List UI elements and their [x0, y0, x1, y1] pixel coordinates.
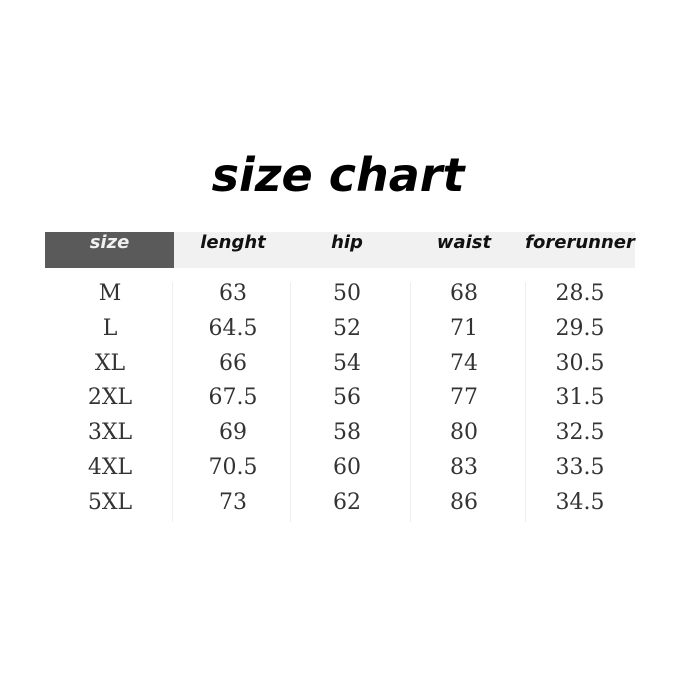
- table-cell: 4XL: [87, 455, 133, 480]
- table-cell: 68: [450, 281, 478, 306]
- table-cell: 77: [450, 385, 478, 411]
- table-cell: 66: [219, 350, 247, 376]
- table-cell: 70.5: [208, 455, 258, 480]
- table-cell: L: [102, 315, 118, 341]
- table-cell: 74: [450, 350, 478, 376]
- table-cell: 50: [333, 281, 361, 306]
- column-divider: [525, 282, 526, 522]
- table-cell: 54: [333, 350, 361, 376]
- column-header-hip: hip: [331, 232, 363, 253]
- column-divider: [410, 282, 411, 522]
- table-cell: 73: [219, 489, 247, 515]
- table-cell: M: [98, 281, 122, 306]
- table-cell: 3XL: [87, 420, 133, 446]
- table-cell: 64.5: [208, 315, 258, 341]
- table-cell: 58: [333, 420, 361, 446]
- table-cell: 52: [333, 315, 361, 341]
- page-title: size chart: [211, 148, 465, 202]
- table-cell: 83: [450, 455, 478, 480]
- table-cell: 34.5: [555, 489, 605, 515]
- table-cell: 86: [450, 489, 478, 515]
- table-cell: 67.5: [208, 385, 258, 411]
- column-header-forerunner: forerunner: [525, 232, 635, 253]
- table-cell: 63: [219, 281, 247, 306]
- table-cell: 29.5: [555, 315, 605, 341]
- table-cell: 60: [333, 455, 361, 480]
- column-divider: [290, 282, 291, 522]
- table-cell: 30.5: [555, 350, 605, 376]
- table-cell: 2XL: [87, 385, 133, 411]
- table-cell: 5XL: [87, 489, 133, 515]
- table-cell: 32.5: [555, 420, 605, 446]
- column-header-lenght: lenght: [200, 232, 266, 253]
- table-cell: 33.5: [555, 455, 605, 480]
- table-cell: 28.5: [555, 281, 605, 306]
- table-cell: 71: [450, 315, 478, 341]
- table-cell: 31.5: [555, 385, 605, 411]
- column-header-size: size: [45, 232, 174, 268]
- table-cell: 80: [450, 420, 478, 446]
- table-cell: 56: [333, 385, 361, 411]
- table-cell: 62: [333, 489, 361, 515]
- table-cell: XL: [94, 350, 126, 376]
- column-divider: [172, 282, 173, 522]
- table-cell: 69: [219, 420, 247, 446]
- column-header-waist: waist: [436, 232, 492, 253]
